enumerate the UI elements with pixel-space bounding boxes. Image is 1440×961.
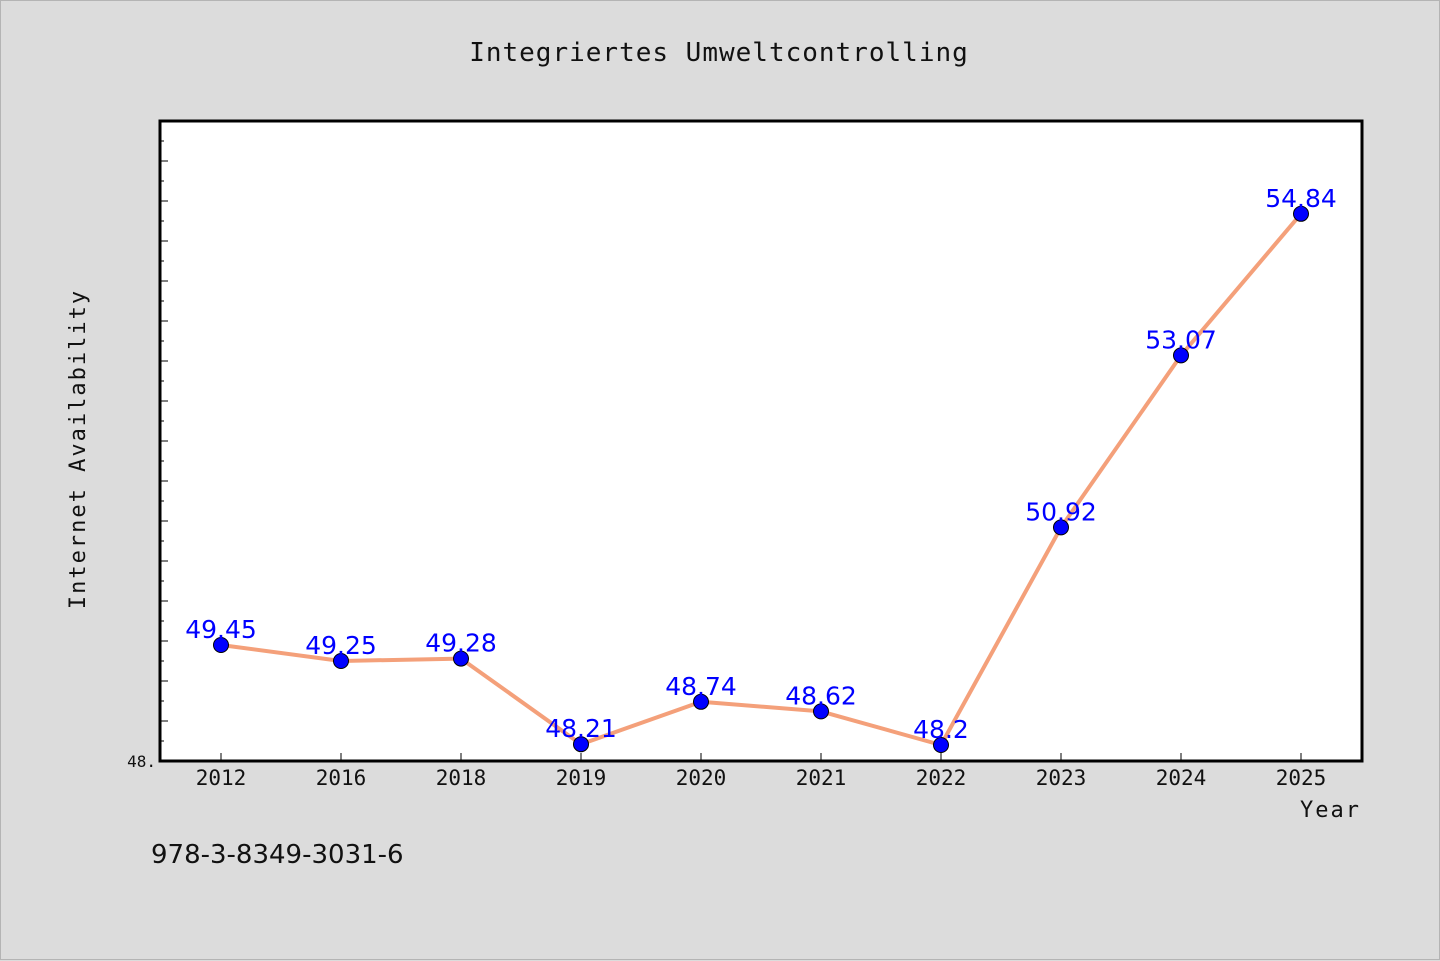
x-tick-label: 2012: [196, 766, 247, 790]
data-point: [333, 653, 349, 669]
plot-area: [158, 119, 1364, 763]
y-tick-label: 48.: [127, 752, 156, 771]
x-tick-label: 2023: [1036, 766, 1087, 790]
x-tick-label: 2022: [916, 766, 967, 790]
data-label: 53.07: [1145, 325, 1217, 354]
series-markers: [213, 205, 1309, 753]
data-label: 49.25: [305, 631, 377, 660]
data-point: [693, 693, 709, 710]
data-label: 48.62: [785, 681, 857, 710]
data-labels: 49.45 49.25 49.28 48.21 48.74 48.62 48.2 50.92 5…: [185, 184, 1337, 744]
x-tick-label: 2018: [436, 766, 487, 790]
data-point: [1053, 519, 1069, 536]
x-axis-ticks: 2012 2016 2018 2019 2020 2021 2022 2023 2024 2025: [196, 753, 1327, 790]
data-point: [1293, 205, 1309, 222]
data-point: [813, 703, 829, 720]
data-label: 48.2: [913, 715, 969, 744]
x-axis-label: Year: [1300, 798, 1361, 823]
y-axis-ticks: [160, 140, 168, 742]
x-tick-label: 2019: [556, 766, 607, 790]
series-line: [220, 212, 1303, 747]
data-point: [1173, 347, 1189, 364]
data-label: 50.92: [1025, 497, 1097, 526]
x-tick-label: 2025: [1276, 766, 1327, 790]
chart-title: Integriertes Umweltcontrolling: [469, 38, 969, 68]
data-label: 48.74: [665, 672, 737, 701]
x-tick-label: 2024: [1156, 766, 1207, 790]
data-point: [573, 736, 589, 753]
data-label: 49.28: [425, 629, 497, 658]
x-tick-label: 2016: [316, 766, 367, 790]
data-point: [453, 650, 469, 667]
data-label: 54.84: [1265, 184, 1337, 213]
data-point: [213, 637, 229, 653]
y-axis-label: Internet Availability: [66, 289, 91, 609]
data-label: 49.45: [185, 615, 257, 644]
footer-isbn: 978-3-8349-3031-6: [151, 840, 404, 870]
data-label: 48.21: [545, 714, 617, 743]
x-tick-label: 2020: [676, 766, 727, 790]
x-tick-label: 2021: [796, 766, 847, 790]
data-point: [933, 737, 949, 753]
